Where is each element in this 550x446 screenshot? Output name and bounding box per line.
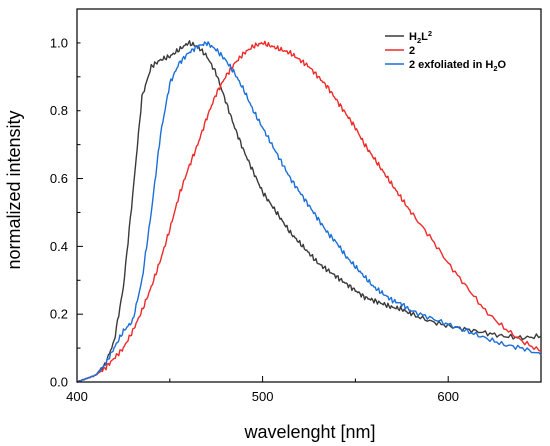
x-tick-label: 500 <box>252 389 274 404</box>
series-line-2 <box>76 40 542 383</box>
x-axis-label: wavelenght [nm] <box>243 422 375 442</box>
y-tick-label: 0.4 <box>50 239 68 254</box>
plot-frame <box>76 8 542 383</box>
legend-label-3: 2 exfoliated in H2O <box>409 59 507 73</box>
y-tick-label: 1.0 <box>50 35 68 50</box>
x-tick-label: 600 <box>437 389 459 404</box>
series-line-3 <box>76 41 542 383</box>
y-tick-label: 0.8 <box>50 103 68 118</box>
ticks-layer: 400 500 600 0.0 0.2 0.4 0.6 0.8 1.0 <box>50 8 542 404</box>
y-tick-label: 0.6 <box>50 171 68 186</box>
series-line-1 <box>76 40 542 383</box>
legend-label-2: 2 <box>409 45 415 57</box>
y-axis-label: normalized intensity <box>4 110 24 269</box>
plot-border <box>76 8 542 383</box>
y-tick-label: 0.2 <box>50 307 68 322</box>
x-tick-label: 400 <box>66 389 88 404</box>
y-tick-label: 0.0 <box>50 375 68 390</box>
series-layer <box>76 40 542 383</box>
legend-label-1: H2L2 <box>409 29 432 45</box>
